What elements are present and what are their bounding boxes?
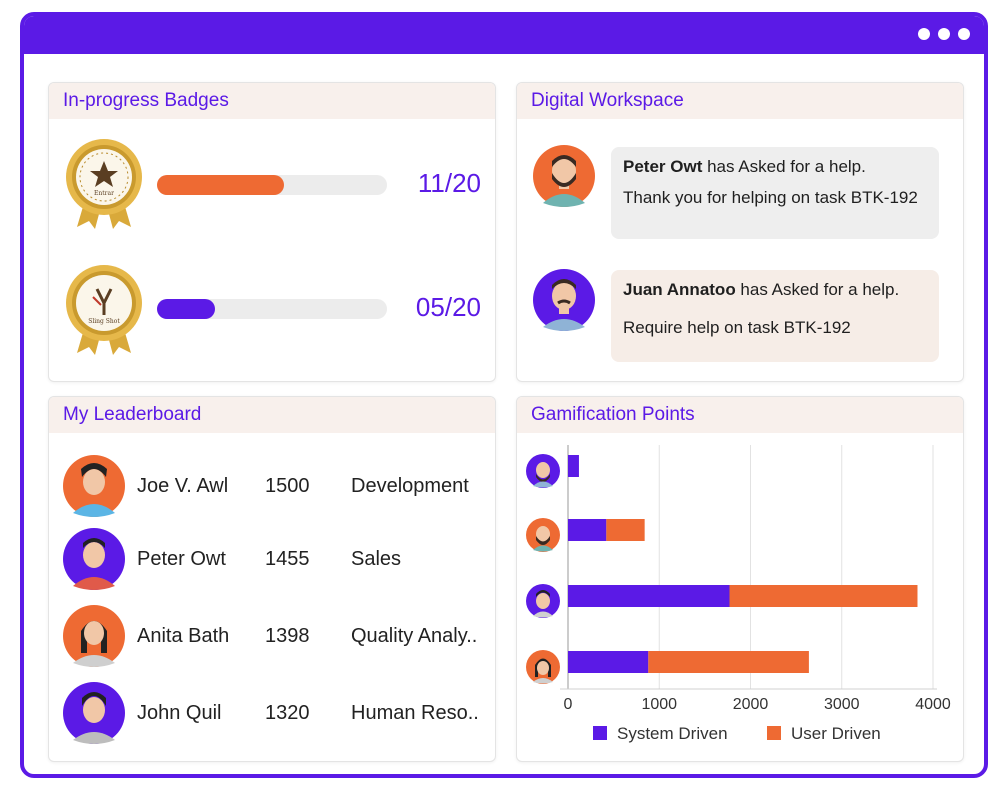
leaderboard-name: Joe V. Awl [137, 474, 229, 497]
badges-card: In-progress Badges Entrar 11/20 [48, 82, 496, 382]
bar-system-driven[interactable] [568, 455, 579, 477]
avatar [526, 518, 560, 552]
star-medal-icon: Entrar [66, 139, 142, 229]
leaderboard-dept: Development [351, 474, 469, 497]
leaderboard-card-title: My Leaderboard [63, 404, 202, 425]
medal-lettering: Entrar [94, 190, 114, 197]
leaderboard-name: John Quil [137, 701, 222, 724]
points-card: Gamification Points 0 1000 2000 3000 4000 [516, 396, 964, 762]
workspace-card-title: Digital Workspace [531, 90, 684, 111]
points-card-title: Gamification Points [531, 404, 695, 425]
badge-progress-fill [157, 175, 284, 195]
leaderboard-dept: Quality Analy.. [351, 624, 478, 647]
chat-action: has Asked for a help. [735, 280, 900, 299]
chat-bubble: Peter Owt has Asked for a help. Thank yo… [611, 147, 939, 239]
leaderboard-row[interactable]: Joe V. Awl 1500 Development [63, 455, 495, 517]
avatar [63, 528, 125, 590]
avatar [533, 269, 595, 331]
chat-sender: Peter Owt [623, 157, 703, 176]
dot-icon[interactable] [938, 28, 950, 40]
avatar [63, 455, 125, 517]
avatar [526, 584, 560, 618]
badge-row-slingshot: Sling Shot 05/20 [49, 259, 495, 359]
avatar [63, 682, 125, 744]
leaderboard-score: 1398 [265, 624, 310, 647]
points-chart: 0 1000 2000 3000 4000 System Driven User Driv… [526, 445, 951, 743]
dot-icon[interactable] [918, 28, 930, 40]
legend-swatch [767, 726, 781, 740]
badge-progress-value: 05/20 [415, 292, 481, 322]
dot-icon[interactable] [958, 28, 970, 40]
slingshot-medal-icon: Sling Shot [66, 265, 142, 355]
title-bar [24, 16, 984, 54]
medal-lettering: Sling Shot [88, 318, 120, 325]
leaderboard-score: 1500 [265, 474, 310, 497]
leaderboard-row[interactable]: John Quil 1320 Human Reso.. [63, 682, 495, 744]
chat-bubble: Juan Annatoo has Asked for a help. Requi… [611, 270, 939, 362]
x-tick-label: 3000 [824, 696, 860, 713]
window-controls[interactable] [918, 28, 970, 40]
workspace-card-header: Digital Workspace [517, 83, 963, 119]
bar-user-driven[interactable] [606, 519, 645, 541]
avatar [526, 650, 560, 684]
legend-label: User Driven [791, 724, 881, 743]
x-tick-label: 1000 [641, 696, 677, 713]
badge-progress-value: 11/20 [417, 168, 481, 198]
bar-system-driven[interactable] [568, 519, 607, 541]
bar-system-driven[interactable] [568, 651, 649, 673]
x-tick-label: 4000 [915, 696, 951, 713]
leaderboard-card-header: My Leaderboard [49, 397, 495, 433]
leaderboard-name: Anita Bath [137, 624, 230, 647]
chat-text: Thank you for helping on task BTK-192 [623, 188, 918, 207]
chat-header: Peter Owt has Asked for a help. [623, 155, 927, 179]
leaderboard-row[interactable]: Peter Owt 1455 Sales [63, 528, 495, 590]
app-window: In-progress Badges Entrar 11/20 [20, 12, 988, 778]
leaderboard-score: 1455 [265, 547, 310, 570]
legend-item: System Driven [593, 724, 728, 743]
leaderboard-row[interactable]: Anita Bath 1398 Quality Analy.. [63, 605, 495, 667]
x-tick-label: 0 [564, 696, 573, 713]
leaderboard-name: Peter Owt [137, 547, 226, 570]
chat-text: Require help on task BTK-192 [623, 318, 851, 337]
badges-card-header: In-progress Badges [49, 83, 495, 119]
legend-label: System Driven [617, 724, 728, 743]
avatar [63, 605, 125, 667]
badges-card-title: In-progress Badges [63, 90, 229, 111]
chat-header: Juan Annatoo has Asked for a help. [623, 278, 927, 302]
leaderboard-dept: Sales [351, 547, 402, 570]
bar-user-driven[interactable] [648, 651, 809, 673]
badge-progress-fill [157, 299, 215, 319]
badge-row-entrar: Entrar 11/20 [49, 133, 495, 233]
legend-item: User Driven [767, 724, 881, 743]
bar-user-driven[interactable] [729, 585, 918, 607]
points-card-header: Gamification Points [517, 397, 963, 433]
legend-swatch [593, 726, 607, 740]
x-tick-label: 2000 [733, 696, 769, 713]
avatar [533, 145, 595, 207]
leaderboard-score: 1320 [265, 701, 310, 724]
workspace-card: Digital Workspace Peter Owt has Asked fo… [516, 82, 964, 382]
chat-action: has Asked for a help. [702, 157, 866, 176]
leaderboard-card: My Leaderboard Joe V. Awl 1500 Developme… [48, 396, 496, 762]
leaderboard-dept: Human Reso.. [351, 701, 479, 724]
badge-progress-track [157, 175, 387, 195]
badge-progress-track [157, 299, 387, 319]
bar-system-driven[interactable] [568, 585, 730, 607]
avatar [526, 454, 560, 488]
chat-sender: Juan Annatoo [623, 280, 736, 299]
